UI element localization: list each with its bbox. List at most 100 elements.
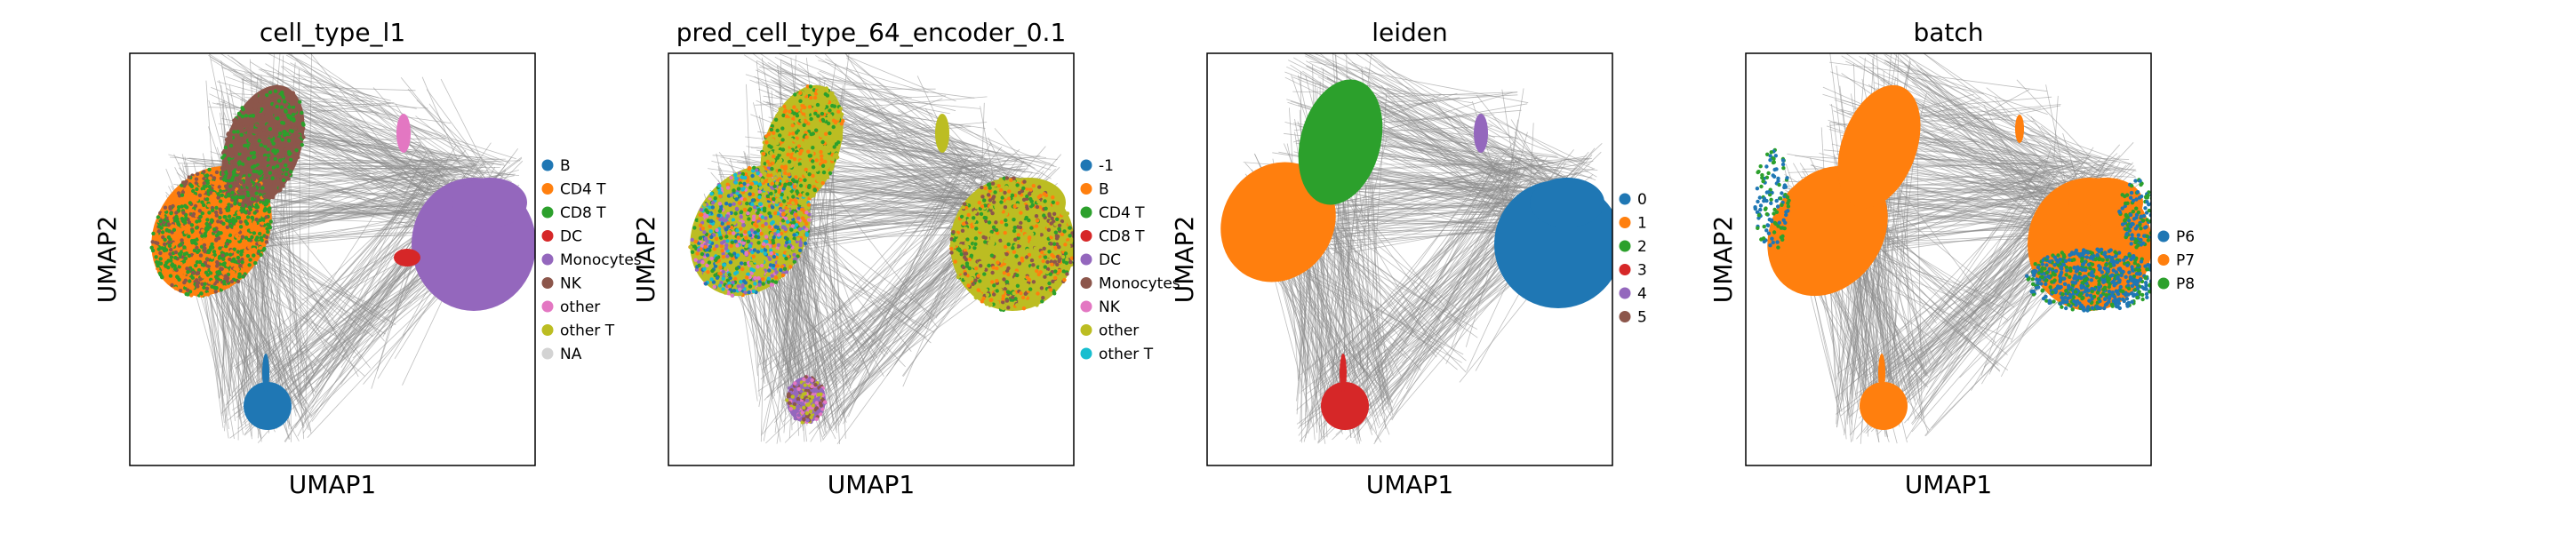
cell-point bbox=[742, 217, 747, 221]
cell-point bbox=[252, 253, 256, 258]
cell-point bbox=[985, 292, 990, 298]
cell-point bbox=[166, 222, 171, 227]
cell-point bbox=[1024, 255, 1029, 259]
cell-point bbox=[271, 141, 276, 146]
cell-point bbox=[236, 167, 241, 172]
cell-point bbox=[268, 90, 273, 95]
cell-point bbox=[197, 209, 202, 213]
cell-point bbox=[976, 288, 980, 292]
cell-point bbox=[263, 144, 268, 148]
cell-point bbox=[227, 156, 231, 162]
cell-point bbox=[230, 147, 235, 152]
cell-point bbox=[269, 157, 275, 163]
cell-point bbox=[787, 245, 791, 250]
cell-point bbox=[769, 282, 773, 287]
cell-point bbox=[816, 114, 820, 118]
cell-point bbox=[770, 181, 775, 186]
cell-point bbox=[795, 123, 799, 128]
cell-point bbox=[702, 272, 708, 276]
cell-point bbox=[829, 167, 834, 171]
cell-point bbox=[192, 194, 196, 199]
graph-edge bbox=[296, 93, 402, 154]
cell-point bbox=[266, 229, 270, 235]
graph-edge bbox=[778, 72, 975, 99]
cell-point bbox=[1036, 199, 1041, 204]
cell-point bbox=[739, 280, 743, 284]
cell-point bbox=[1064, 260, 1069, 266]
cell-point bbox=[793, 139, 797, 143]
cell-point bbox=[740, 175, 744, 179]
cell-point bbox=[780, 264, 785, 269]
cell-point bbox=[1050, 252, 1054, 258]
cell-point bbox=[796, 144, 802, 148]
cell-point bbox=[220, 186, 225, 190]
cell-point bbox=[835, 155, 840, 160]
cell-point bbox=[204, 197, 210, 202]
cell-point bbox=[789, 227, 794, 232]
cell-point bbox=[277, 112, 282, 116]
cell-point bbox=[796, 386, 801, 392]
cell-point bbox=[183, 230, 188, 235]
cell-point bbox=[200, 211, 204, 216]
cell-point bbox=[706, 270, 710, 274]
cell-point bbox=[760, 166, 765, 171]
cell-point bbox=[760, 259, 764, 264]
cell-point bbox=[1036, 233, 1041, 237]
cell-point bbox=[225, 198, 230, 203]
cell-point bbox=[202, 181, 206, 186]
cell-point bbox=[831, 94, 836, 99]
legend-marker bbox=[1080, 347, 1092, 360]
cell-point bbox=[973, 295, 979, 300]
cell-point bbox=[772, 176, 778, 180]
cell-point bbox=[238, 219, 243, 224]
cell-point bbox=[252, 173, 257, 178]
cell-point bbox=[232, 123, 236, 128]
cell-point bbox=[752, 165, 756, 170]
graph-edge bbox=[308, 134, 477, 165]
cell-point bbox=[753, 230, 757, 235]
cell-point bbox=[990, 211, 995, 216]
cell-point bbox=[225, 268, 229, 273]
cell-point bbox=[995, 266, 999, 271]
cell-point bbox=[1013, 237, 1018, 242]
cell-point bbox=[709, 219, 714, 223]
cell-point bbox=[1043, 265, 1048, 269]
cell-point bbox=[824, 99, 829, 104]
cell-point bbox=[745, 275, 749, 280]
cell-point bbox=[964, 241, 969, 245]
cell-point bbox=[154, 255, 158, 259]
cell-point bbox=[792, 402, 797, 407]
cell-point bbox=[1029, 226, 1034, 230]
cell-point bbox=[711, 280, 716, 284]
cell-point bbox=[804, 211, 809, 215]
cell-point bbox=[214, 213, 219, 218]
cell-point bbox=[963, 255, 967, 259]
cell-point bbox=[282, 178, 286, 182]
cell-point bbox=[780, 147, 786, 152]
cell-point bbox=[257, 249, 261, 253]
cell-point bbox=[775, 264, 780, 268]
cell-point bbox=[794, 199, 798, 203]
cell-point bbox=[743, 208, 748, 212]
cell-point bbox=[237, 112, 242, 117]
cell-point bbox=[219, 266, 223, 271]
cell-point bbox=[773, 275, 779, 280]
cell-point bbox=[279, 105, 284, 109]
cell-point bbox=[812, 138, 816, 143]
cell-point bbox=[1015, 273, 1020, 278]
legend-marker bbox=[1080, 324, 1092, 336]
cell-point bbox=[996, 184, 1001, 188]
graph-edge bbox=[280, 125, 425, 179]
cell-point bbox=[231, 217, 236, 221]
cell-point bbox=[258, 246, 263, 251]
cell-point bbox=[980, 299, 985, 304]
cell-point bbox=[214, 286, 219, 290]
graph-edge bbox=[285, 53, 446, 137]
cell-point bbox=[756, 228, 761, 233]
cell-point bbox=[733, 211, 738, 216]
cell-point bbox=[293, 125, 298, 131]
cell-point bbox=[999, 256, 1004, 260]
cell-point bbox=[268, 171, 273, 175]
cell-point bbox=[228, 218, 233, 223]
cell-point bbox=[1002, 271, 1007, 275]
